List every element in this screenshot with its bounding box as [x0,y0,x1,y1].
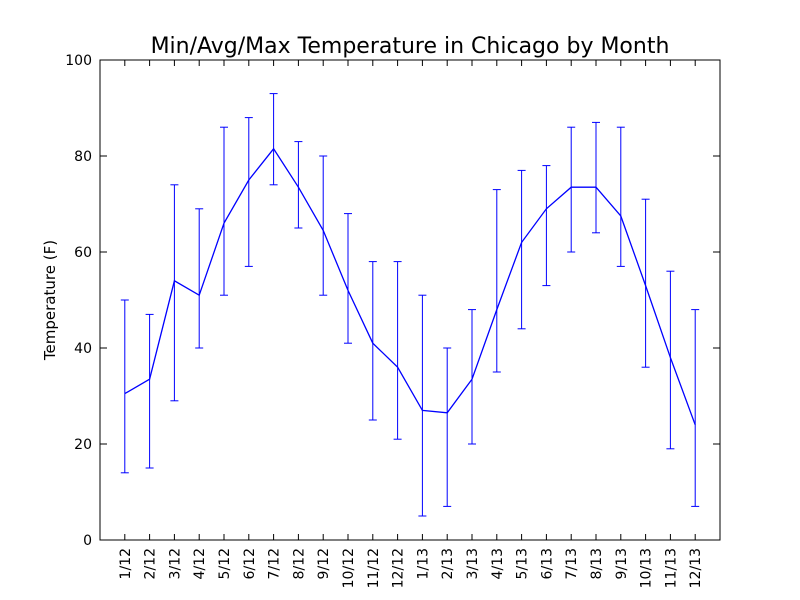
y-tick-label: 60 [74,245,92,261]
x-tick-label: 5/13 [515,548,531,579]
x-tick-label: 4/13 [490,548,506,579]
x-tick-label: 12/13 [688,548,704,588]
x-tick-label: 1/12 [118,548,134,579]
y-axis-label: Temperature (F) [41,240,59,361]
x-tick-label: 10/13 [639,548,655,588]
y-tick-label: 0 [83,533,92,549]
x-tick-label: 9/13 [614,548,630,579]
x-tick-label: 7/13 [564,548,580,579]
x-tick-label: 12/12 [391,548,407,588]
y-tick-label: 80 [74,149,92,165]
x-tick-label: 8/12 [291,548,307,579]
plot-border [99,59,721,541]
x-tick-label: 11/13 [663,548,679,588]
x-tick-label: 8/13 [589,548,605,579]
plot-area: 0 20 40 60 80 100 1/12 2/12 3/12 4/12 5/12 6/12 7/12… [65,53,721,588]
x-tick-label: 7/12 [267,548,283,579]
x-tick-label: 10/12 [341,548,357,588]
y-tick-label: 100 [65,53,92,69]
y-tick-label: 20 [74,437,92,453]
x-tick-label: 4/12 [192,548,208,579]
x-tick-label: 2/12 [143,548,159,579]
x-tick-label: 3/12 [167,548,183,579]
avg-line [124,147,696,426]
x-tick-label: 11/12 [366,548,382,588]
y-tick-label: 40 [74,341,92,357]
x-tick-label: 5/12 [217,548,233,579]
chart-title: Min/Avg/Max Temperature in Chicago by Mo… [151,34,670,59]
x-tick-label: 3/13 [465,548,481,579]
x-tick-label: 9/12 [316,548,332,579]
x-tick-label: 6/12 [242,548,258,579]
x-tick-label: 6/13 [539,548,555,579]
x-tick-label: 1/13 [415,548,431,579]
x-tick-label: 2/13 [440,548,456,579]
